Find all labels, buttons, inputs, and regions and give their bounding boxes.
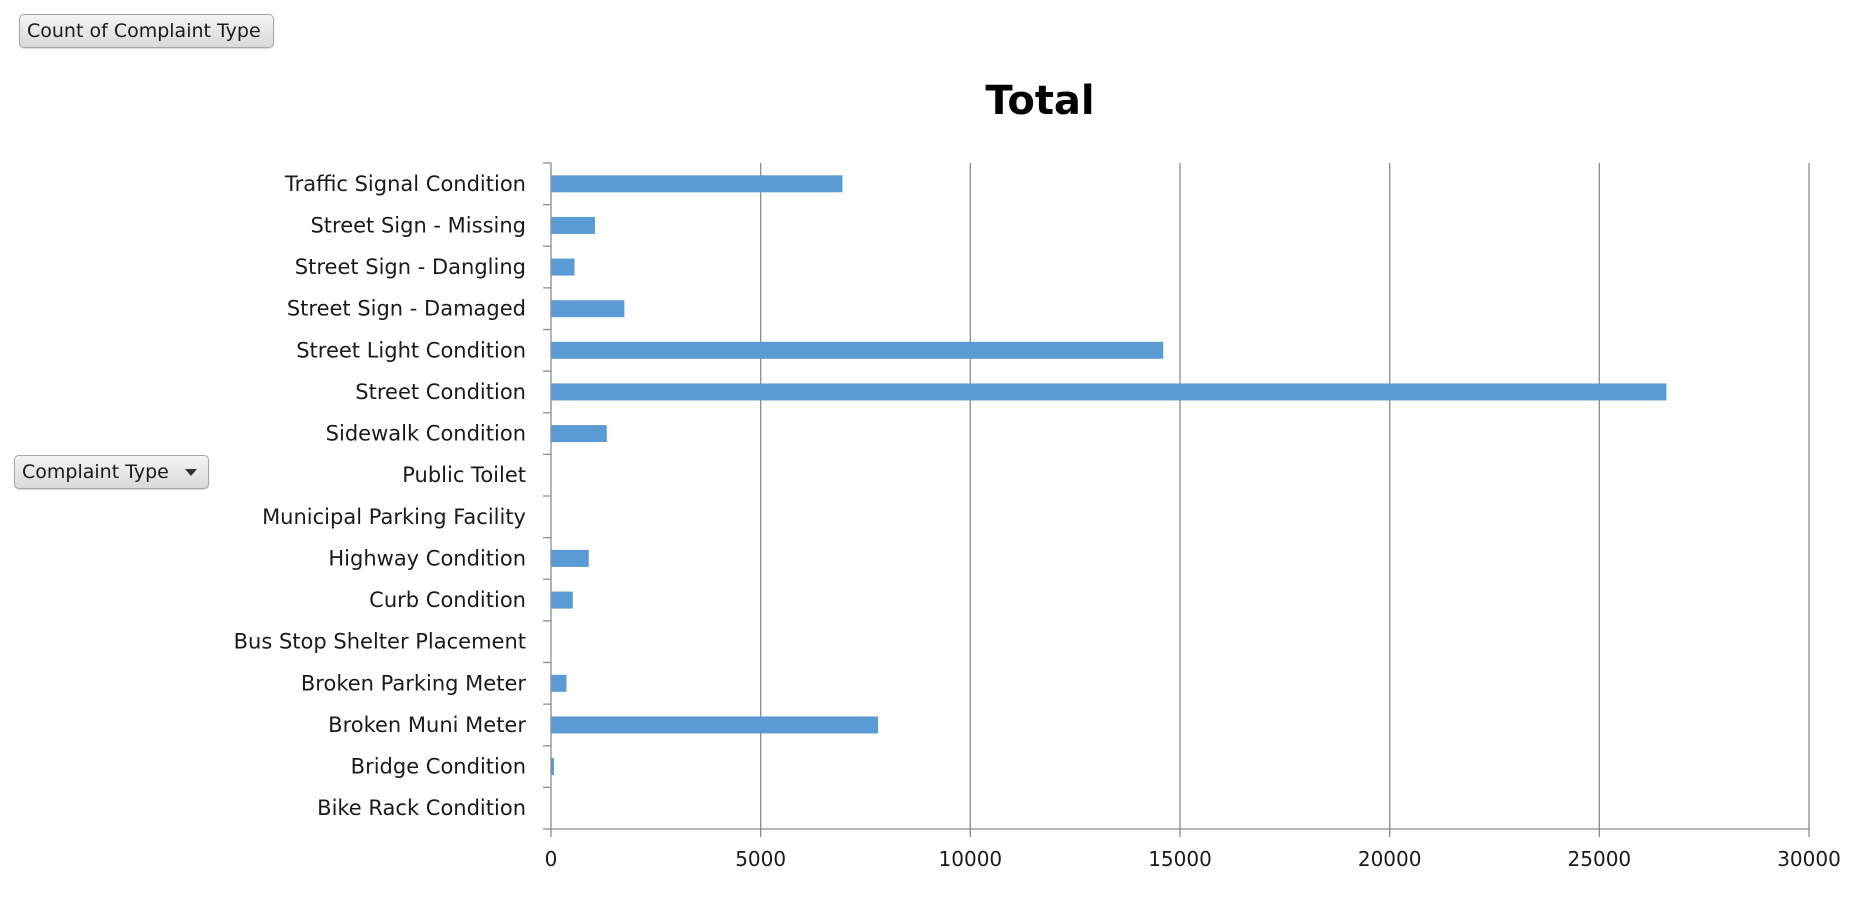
category-label: Bike Rack Condition [317, 796, 526, 820]
category-label: Street Sign - Dangling [295, 255, 526, 279]
axes [543, 162, 1810, 837]
category-label: Traffic Signal Condition [284, 172, 526, 196]
category-label: Highway Condition [328, 546, 526, 570]
bar[interactable] [551, 549, 589, 567]
x-tick-label: 0 [545, 847, 558, 871]
bar[interactable] [551, 258, 575, 276]
bar[interactable] [551, 425, 607, 443]
category-label: Street Condition [355, 380, 526, 404]
bar[interactable] [551, 216, 596, 234]
x-tick-label: 15000 [1148, 847, 1212, 871]
category-label: Sidewalk Condition [326, 422, 526, 446]
axis-field-label: Complaint Type [22, 461, 169, 483]
x-tick-label: 5000 [735, 847, 786, 871]
category-label: Curb Condition [369, 588, 526, 612]
bar[interactable] [551, 383, 1667, 401]
bars [551, 175, 1667, 776]
bar[interactable] [551, 300, 625, 318]
gridlines [760, 163, 1810, 829]
dropdown-arrow-icon[interactable] [185, 469, 197, 476]
x-tick-label: 25000 [1568, 847, 1632, 871]
bar[interactable] [551, 716, 879, 734]
category-label: Street Sign - Missing [310, 213, 526, 237]
category-labels: Traffic Signal Condition Street Sign - Mi… [234, 172, 527, 820]
category-label: Municipal Parking Facility [262, 505, 526, 529]
category-label: Bus Stop Shelter Placement [234, 630, 526, 654]
x-tick-label: 20000 [1358, 847, 1422, 871]
category-label: Street Sign - Damaged [287, 297, 526, 321]
category-label: Street Light Condition [296, 338, 526, 362]
x-tick-label: 10000 [939, 847, 1003, 871]
bar[interactable] [551, 591, 573, 609]
chart-title: Total [985, 78, 1094, 124]
x-tick-label: 30000 [1777, 847, 1841, 871]
axis-field-button[interactable]: Complaint Type [14, 455, 209, 489]
category-label: Broken Parking Meter [301, 671, 526, 695]
bar[interactable] [551, 758, 554, 776]
value-field-button[interactable]: Count of Complaint Type [19, 14, 274, 48]
bar[interactable] [551, 175, 843, 193]
category-label: Broken Muni Meter [328, 713, 526, 737]
bar[interactable] [551, 341, 1164, 359]
category-label: Public Toilet [402, 463, 526, 487]
bar[interactable] [551, 674, 567, 692]
category-label: Bridge Condition [351, 755, 526, 779]
x-tick-labels: 0 5000 10000 15000 20000 25000 30000 [545, 847, 1841, 871]
